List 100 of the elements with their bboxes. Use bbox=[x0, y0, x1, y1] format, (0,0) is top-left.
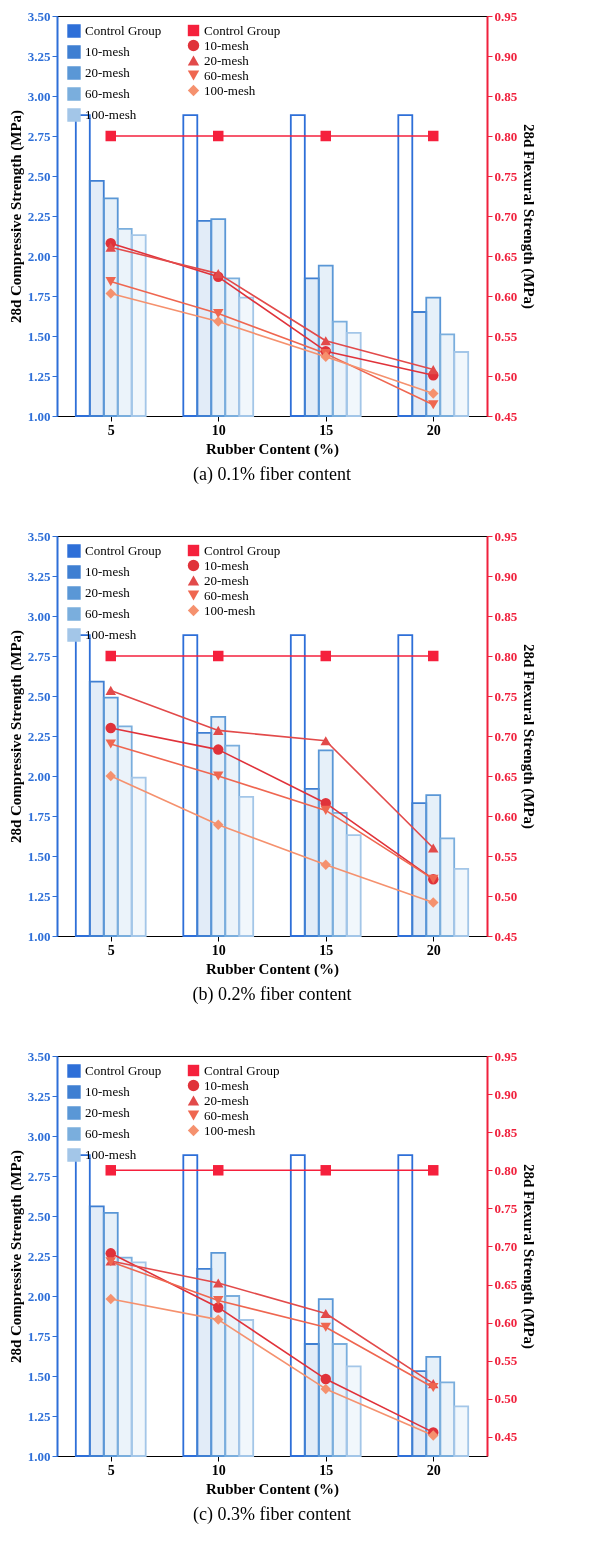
legend-label: 60-mesh bbox=[204, 67, 250, 83]
legend-label: 10-mesh bbox=[204, 557, 250, 573]
legend-label: 100-mesh bbox=[204, 82, 256, 98]
y2-tick-label: 0.45 bbox=[494, 928, 518, 944]
y-tick-label: 2.00 bbox=[27, 768, 51, 784]
y-tick-label: 1.50 bbox=[27, 848, 51, 864]
y2-tick-label: 0.70 bbox=[494, 208, 518, 224]
y2-tick-label: 0.55 bbox=[494, 848, 518, 864]
x-axis-title: Rubber Content (%) bbox=[205, 440, 340, 458]
text: (c) 0.3% fiber content bbox=[193, 1504, 351, 1525]
y-tick-label: 3.50 bbox=[27, 1048, 51, 1064]
legend-label: Control Group bbox=[85, 23, 162, 38]
y-tick-label: 1.75 bbox=[27, 1328, 51, 1344]
y2-tick-label: 0.50 bbox=[494, 368, 518, 384]
legend-label: 20-mesh bbox=[85, 1105, 131, 1120]
x-tick-label: 10 bbox=[211, 1462, 226, 1478]
point bbox=[428, 130, 439, 142]
y-tick-label: 3.25 bbox=[27, 1088, 51, 1104]
point bbox=[428, 897, 439, 908]
legend-label: 100-mesh bbox=[204, 1122, 256, 1138]
legend-label: 100-mesh bbox=[85, 627, 137, 642]
y-axis-title: 28d Compressive Strength (MPa) bbox=[7, 109, 25, 324]
point bbox=[105, 739, 116, 749]
legend-label: 10-mesh bbox=[85, 44, 131, 59]
legend-label: Contral Group bbox=[204, 1062, 280, 1078]
y2-tick-label: 0.45 bbox=[494, 1429, 518, 1445]
point bbox=[428, 650, 439, 662]
y-axis-title: 28d Compressive Strength (MPa) bbox=[7, 1149, 25, 1364]
x-tick-label: 5 bbox=[107, 422, 115, 438]
legend-label: 10-mesh bbox=[204, 37, 250, 53]
y-tick-label: 3.25 bbox=[27, 48, 51, 64]
point bbox=[213, 771, 224, 781]
x-tick-label: 20 bbox=[426, 1462, 441, 1478]
legend-label: 60-mesh bbox=[204, 1107, 250, 1123]
legend-label: 100-mesh bbox=[204, 602, 256, 618]
y-tick-label: 1.00 bbox=[27, 1448, 51, 1464]
legend-label: 60-mesh bbox=[85, 606, 131, 621]
point bbox=[320, 805, 331, 815]
point bbox=[320, 1383, 331, 1395]
y-tick-label: 3.50 bbox=[27, 528, 51, 544]
y-tick-label: 1.50 bbox=[27, 328, 51, 344]
legend-label: 20-mesh bbox=[204, 572, 250, 588]
y2-tick-label: 0.50 bbox=[494, 1391, 518, 1407]
y-tick-label: 2.50 bbox=[27, 688, 51, 704]
y-tick-label: 3.00 bbox=[27, 1128, 51, 1144]
point bbox=[320, 351, 331, 363]
legend-label: 10-mesh bbox=[204, 1077, 250, 1093]
y-tick-label: 2.50 bbox=[27, 1208, 51, 1224]
point bbox=[105, 130, 116, 142]
y2-tick-label: 0.75 bbox=[494, 1200, 518, 1216]
y2-tick-label: 0.95 bbox=[494, 1048, 518, 1064]
y-tick-label: 3.00 bbox=[27, 88, 51, 104]
y2-axis-title: 28d Flexural Strength (MPa) bbox=[520, 643, 538, 830]
x-tick-label: 5 bbox=[107, 942, 115, 958]
point bbox=[105, 770, 116, 782]
y-tick-label: 1.00 bbox=[27, 928, 51, 944]
y2-tick-label: 0.70 bbox=[494, 728, 518, 744]
y-tick-label: 3.50 bbox=[27, 8, 51, 24]
y2-tick-label: 0.90 bbox=[494, 1086, 518, 1102]
y-tick-label: 2.25 bbox=[27, 208, 51, 224]
x-axis-title: Rubber Content (%) bbox=[205, 960, 340, 978]
point bbox=[105, 685, 116, 695]
y2-tick-label: 0.95 bbox=[494, 528, 518, 544]
legend-label: 60-mesh bbox=[85, 1126, 131, 1141]
y2-tick-label: 0.75 bbox=[494, 168, 518, 184]
point bbox=[428, 365, 439, 375]
y2-axis-title: 28d Flexural Strength (MPa) bbox=[520, 123, 538, 310]
legend-label: 20-mesh bbox=[85, 65, 131, 80]
y2-tick-label: 0.65 bbox=[494, 248, 518, 264]
point bbox=[320, 650, 331, 662]
y-tick-label: 1.25 bbox=[27, 888, 51, 904]
legend-label: Control Group bbox=[85, 543, 162, 558]
y2-tick-label: 0.75 bbox=[494, 688, 518, 704]
x-tick-label: 5 bbox=[107, 1462, 115, 1478]
point bbox=[105, 242, 116, 252]
x-tick-label: 15 bbox=[319, 942, 334, 958]
y2-tick-label: 0.70 bbox=[494, 1238, 518, 1254]
point bbox=[428, 1165, 439, 1176]
point bbox=[320, 1373, 331, 1385]
text: (a) 0.1% fiber content bbox=[193, 464, 351, 485]
y2-tick-label: 0.60 bbox=[494, 288, 518, 304]
point bbox=[105, 277, 116, 287]
legend-label: 20-mesh bbox=[85, 585, 131, 600]
point bbox=[213, 819, 224, 831]
y-tick-label: 2.75 bbox=[27, 128, 51, 144]
point bbox=[213, 725, 224, 735]
point bbox=[213, 316, 224, 327]
point bbox=[428, 388, 439, 399]
legend-label: Control Group bbox=[204, 22, 281, 38]
legend-label: Control Group bbox=[204, 542, 281, 558]
point bbox=[320, 1308, 331, 1319]
point bbox=[320, 130, 331, 142]
y2-tick-label: 0.65 bbox=[494, 768, 518, 784]
y2-tick-label: 0.60 bbox=[494, 1315, 518, 1331]
x-tick-label: 20 bbox=[426, 422, 441, 438]
y2-tick-label: 0.80 bbox=[494, 128, 518, 144]
x-tick-label: 10 bbox=[211, 942, 226, 958]
y2-tick-label: 0.80 bbox=[494, 1162, 518, 1178]
y2-axis-title: 28d Flexural Strength (MPa) bbox=[520, 1163, 538, 1350]
x-axis-title: Rubber Content (%) bbox=[205, 1480, 340, 1498]
